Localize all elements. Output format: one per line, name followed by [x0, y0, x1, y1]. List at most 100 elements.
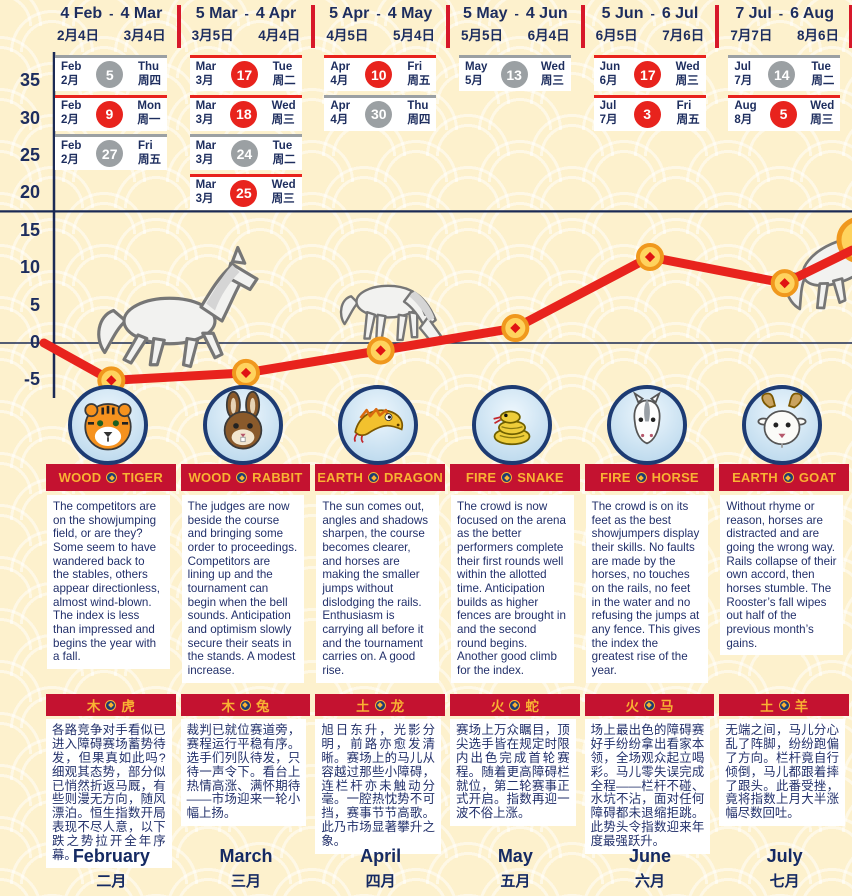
forecast-text-en: The judges are now beside the course and…	[181, 495, 305, 683]
range-start-cn: 7月7日	[730, 28, 773, 43]
month-english: Aug	[734, 100, 757, 113]
header-separator	[311, 5, 315, 48]
range-end: 4 Jun	[525, 5, 568, 22]
month-chinese: 6月	[599, 74, 618, 87]
date-range-header: 5 Mar -4 Apr 3月5日 4月4日	[179, 5, 314, 44]
date-weekday: Wed 周三	[541, 61, 565, 89]
coin-diamond	[377, 702, 383, 708]
date-weekday: Thu 周四	[138, 61, 161, 89]
coin-diamond	[638, 474, 644, 481]
weekday-english: Tue	[272, 139, 293, 152]
zodiac-banner-cn: 土羊	[719, 694, 849, 716]
zodiac-banner-en: EARTH DRAGON	[315, 464, 445, 491]
zodiac-animal-label: SNAKE	[517, 470, 564, 485]
date-range-chinese: 7月7日 8月6日	[717, 24, 852, 44]
range-end: 4 Apr	[255, 5, 297, 22]
month-english: Jul	[734, 60, 751, 73]
date-range-header: 5 Jun -6 Jul 6月5日 7月6日	[583, 5, 718, 44]
date-cell: Jul 7月 3 Fri 周五	[593, 94, 706, 131]
coin-diamond	[511, 702, 518, 708]
coin-diamond	[785, 474, 792, 481]
range-dash-icon: -	[778, 6, 784, 21]
weekday-english: Wed	[540, 60, 565, 73]
month-chinese: 3月	[195, 74, 214, 87]
zodiac-animal-label: 蛇	[525, 699, 539, 714]
zodiac-snake-icon	[493, 410, 531, 446]
month-label: June 六月	[583, 846, 718, 891]
range-dash-icon: -	[514, 6, 519, 21]
month-label-chinese: 四月	[365, 873, 396, 890]
y-axis-label: 30	[19, 108, 40, 128]
coin-diamond	[646, 702, 653, 708]
zodiac-banner-cn: 火蛇	[450, 694, 580, 716]
coin-icon	[368, 472, 380, 483]
month-english: Feb	[61, 60, 82, 73]
zodiac-rabbit-icon	[223, 390, 263, 450]
zodiac-animal-label: HORSE	[651, 470, 699, 485]
weekday-english: Wed	[271, 100, 296, 113]
day-circle: 24	[230, 140, 258, 167]
range-end-cn: 5月4日	[392, 28, 435, 43]
date-month: Jun 6月	[600, 61, 620, 89]
weekday-english: Fri	[407, 60, 423, 73]
day-circle: 5	[96, 61, 124, 88]
weekday-chinese: 周五	[407, 74, 431, 87]
coin-marker	[770, 269, 799, 298]
coin-icon	[509, 699, 521, 711]
date-cell: Feb 2月 27 Fri 周五	[55, 134, 167, 170]
zodiac-element-label: EARTH	[317, 470, 364, 485]
month-english: Mar	[195, 60, 217, 73]
zodiac-banner-cn: 木虎	[46, 694, 176, 716]
day-circle: 27	[96, 140, 124, 167]
coin-icon	[239, 699, 251, 711]
month-label-chinese: 二月	[96, 873, 127, 890]
weekday-english: Tue	[811, 60, 831, 73]
month-english: May	[465, 60, 488, 73]
month-english: Apr	[330, 100, 351, 113]
range-dash-icon: -	[109, 6, 114, 21]
range-start: 5 Apr	[329, 5, 370, 22]
zodiac-element-label: EARTH	[732, 470, 778, 485]
month-label: February 二月	[44, 846, 179, 891]
month-english: Mar	[195, 179, 217, 192]
range-dash-icon: -	[650, 6, 655, 21]
month-label-chinese: 六月	[634, 873, 665, 890]
date-cell: Feb 2月 9 Mon 周一	[55, 94, 167, 131]
date-range-header: 7 Jul -6 Aug 7月7日 8月6日	[717, 5, 852, 44]
zodiac-animal-label: GOAT	[798, 470, 837, 485]
date-month: Feb 2月	[61, 100, 81, 128]
weekday-english: Thu	[407, 100, 429, 113]
month-english: Apr	[330, 60, 351, 73]
date-weekday: Wed 周三	[272, 100, 296, 128]
zodiac-badge-goat	[741, 385, 822, 465]
date-range-english: 5 Apr -4 May	[313, 5, 448, 23]
date-weekday: Wed 周三	[676, 61, 700, 89]
zodiac-animal-label: DRAGON	[384, 470, 444, 485]
zodiac-element-label: 火	[625, 699, 639, 714]
date-month: Feb 2月	[61, 140, 81, 168]
forecast-text-cn: 各路竞争对手看似已进入障碍赛场蓄势待发，但果真如此吗?细观其态势，部分似已悄然折…	[46, 719, 172, 868]
weekday-chinese: 周一	[137, 114, 161, 126]
zodiac-badge-tiger	[68, 385, 149, 465]
weekday-chinese: 周三	[675, 74, 699, 87]
month-chinese: 3月	[195, 114, 214, 126]
date-range-chinese: 2月4日 3月4日	[44, 24, 179, 44]
weekday-chinese: 周二	[272, 153, 296, 166]
month-english: Mar	[195, 100, 217, 113]
coin-icon	[643, 699, 655, 711]
zodiac-banner-en: FIRE SNAKE	[450, 464, 580, 491]
month-chinese: 4月	[330, 114, 349, 126]
zodiac-element-label: 土	[760, 699, 774, 714]
range-end-cn: 3月4日	[123, 28, 166, 43]
zodiac-animal-label: RABBIT	[252, 470, 303, 485]
date-month: Feb 2月	[61, 61, 81, 89]
date-range-header: 4 Feb -4 Mar 2月4日 3月4日	[44, 5, 179, 44]
date-range-chinese: 3月5日 4月4日	[179, 24, 314, 44]
coin-diamond	[781, 702, 787, 708]
date-cell: Aug 8月 5 Wed 周三	[728, 94, 841, 131]
zodiac-banner-cn: 土龙	[315, 694, 445, 716]
weekday-english: Mon	[137, 100, 161, 113]
zodiac-animal-label: 兔	[255, 699, 270, 714]
weekday-chinese: 周三	[271, 193, 295, 205]
weekday-english: Fri	[676, 100, 692, 113]
